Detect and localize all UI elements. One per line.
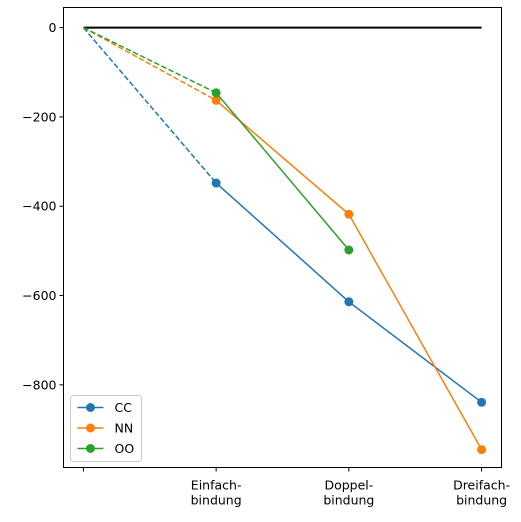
legend: CC NN OO [70, 395, 142, 462]
series-oo-dashed-line [83, 26, 217, 94]
series-nn-point [211, 95, 221, 105]
series-cc-point [344, 297, 354, 307]
y-tick-label: 0 [49, 20, 57, 35]
y-tick-label: −400 [22, 199, 56, 214]
x-tick-label: Doppel-bindung [323, 478, 374, 508]
axes: 0 −200 −400 −600 −800 Einfach-bindung Doppel-b… [22, 20, 510, 507]
series-cc-point [477, 397, 487, 407]
plot-area [82, 26, 487, 455]
legend-oo-marker [86, 444, 95, 453]
legend-cc-marker [86, 403, 95, 412]
series-nn-point [477, 445, 487, 455]
series-nn-dashed-line [83, 26, 217, 102]
axes-frame [63, 7, 502, 468]
legend-nn-marker [86, 423, 95, 433]
legend-cc-label: CC [115, 400, 133, 415]
series-cc-dashed-line [82, 27, 217, 184]
series-nn-solid-line [215, 99, 483, 451]
x-tick-label: Einfach-bindung [191, 478, 242, 508]
y-tick-label: −200 [22, 109, 56, 124]
series-cc-point [211, 178, 221, 188]
y-tick-label: −800 [22, 377, 56, 392]
series-nn-point [344, 209, 354, 219]
legend-oo-label: OO [115, 441, 135, 456]
series-oo-solid-line [215, 92, 350, 251]
x-tick-label: Dreifach-bindung [453, 478, 510, 508]
y-tick-label: −600 [22, 288, 56, 303]
legend-nn-label: NN [115, 421, 134, 436]
series-oo-point [211, 88, 221, 98]
series-oo-point [344, 245, 354, 255]
